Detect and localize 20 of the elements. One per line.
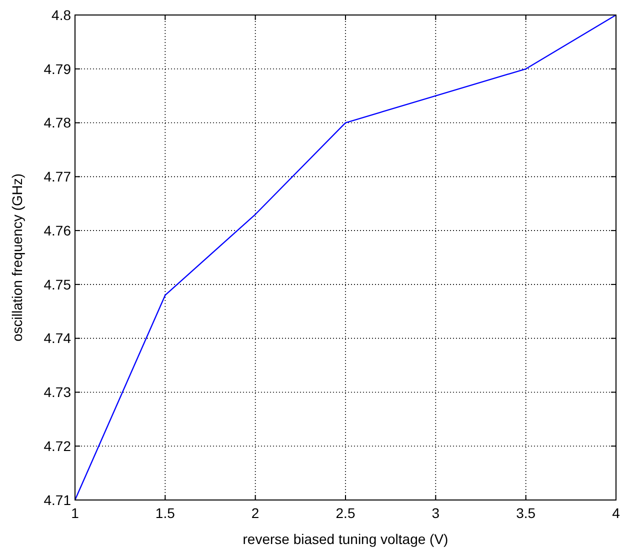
x-tick-label: 1.5	[155, 505, 176, 521]
y-tick-label: 4.72	[44, 438, 72, 454]
y-tick-label: 4.73	[44, 384, 72, 400]
x-tick-label: 4	[612, 505, 620, 521]
x-tick-label: 3	[432, 505, 440, 521]
y-tick-label: 4.75	[44, 276, 72, 292]
x-tick-label: 1	[71, 505, 80, 521]
x-tick-label: 3.5	[516, 505, 536, 521]
x-axis-title: reverse biased tuning voltage (V)	[242, 531, 448, 547]
y-tick-label: 4.78	[44, 114, 72, 131]
y-tick-label: 4.71	[44, 492, 72, 508]
x-tick-label: 2	[251, 505, 260, 521]
y-tick-label: 4.8	[52, 6, 72, 23]
y-axis-title: oscillation frequency (GHz)	[9, 173, 25, 342]
y-tick-label: 4.74	[44, 330, 72, 346]
y-tick-label: 4.76	[44, 222, 72, 238]
y-tick-label: 4.77	[44, 168, 72, 185]
y-tick-label: 4.79	[44, 60, 72, 77]
x-tick-label: 2.5	[336, 505, 356, 521]
line-series	[74, 14, 617, 501]
